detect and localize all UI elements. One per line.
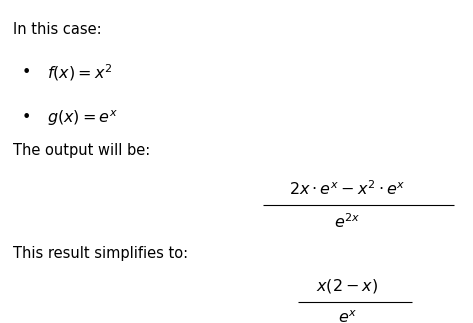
- Text: $2x \cdot e^x - x^2 \cdot e^x$: $2x \cdot e^x - x^2 \cdot e^x$: [289, 180, 406, 198]
- Text: •: •: [21, 65, 31, 80]
- Text: •: •: [21, 110, 31, 125]
- Text: In this case:: In this case:: [13, 22, 102, 37]
- Text: This result simplifies to:: This result simplifies to:: [13, 246, 188, 261]
- Text: $x(2 - x)$: $x(2 - x)$: [316, 277, 379, 295]
- Text: $e^x$: $e^x$: [338, 310, 357, 323]
- Text: $e^{2x}$: $e^{2x}$: [334, 212, 361, 231]
- Text: $f(x) = x^2$: $f(x) = x^2$: [47, 62, 113, 83]
- Text: The output will be:: The output will be:: [13, 143, 150, 158]
- Text: $g(x) = e^x$: $g(x) = e^x$: [47, 108, 118, 128]
